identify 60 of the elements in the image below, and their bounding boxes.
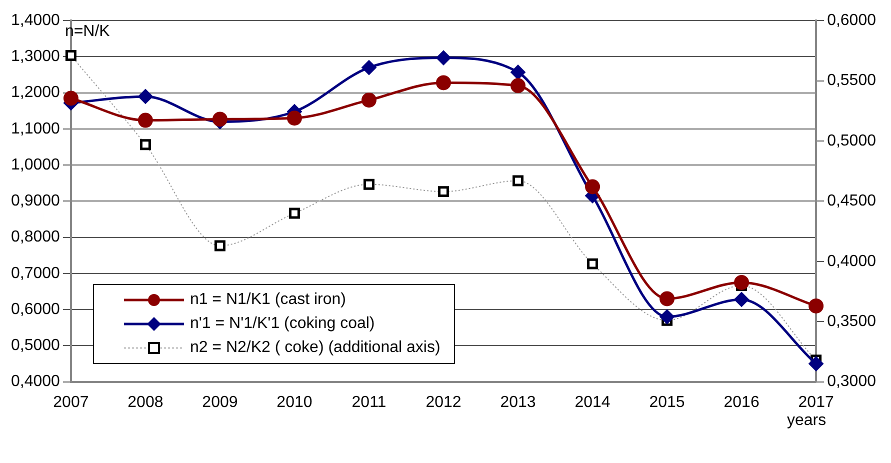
y-tick-label: 1,2000 bbox=[11, 84, 60, 102]
y-tick-label: 0,6000 bbox=[11, 300, 60, 318]
x-tick-label: 2007 bbox=[53, 394, 89, 411]
x-axis-title: years bbox=[786, 412, 826, 430]
legend-label: n2 = N2/K2 ( coke) (additional axis) bbox=[190, 338, 440, 358]
point bbox=[510, 64, 526, 80]
y-tick-label: 1,4000 bbox=[11, 12, 60, 30]
y-tick-label: 1,1000 bbox=[11, 120, 60, 138]
y2-tick-label: 0,5500 bbox=[827, 72, 876, 90]
point bbox=[212, 112, 228, 127]
y2-tick-label: 0,5000 bbox=[827, 132, 876, 150]
point bbox=[587, 258, 598, 270]
point bbox=[660, 291, 675, 306]
point bbox=[808, 298, 824, 314]
y-tick-label: 0,4000 bbox=[11, 373, 60, 390]
x-tick-label: 2010 bbox=[276, 394, 312, 411]
point bbox=[286, 110, 302, 126]
x-tick-label: 2012 bbox=[426, 394, 462, 411]
point bbox=[65, 50, 76, 62]
point bbox=[288, 208, 300, 219]
point bbox=[436, 50, 451, 66]
point bbox=[138, 112, 153, 128]
y-tick-label: 1,0000 bbox=[11, 156, 60, 174]
y2-tick-label: 0,4000 bbox=[827, 252, 876, 270]
point bbox=[510, 78, 526, 94]
x-tick-label: 2009 bbox=[202, 394, 238, 411]
point bbox=[140, 139, 151, 150]
legend-label: n'1 = N'1/K'1 (coking coal) bbox=[190, 314, 375, 334]
y2-tick-label: 0,4500 bbox=[827, 192, 876, 210]
point bbox=[808, 356, 824, 372]
point bbox=[660, 309, 675, 324]
point bbox=[438, 186, 449, 198]
point bbox=[138, 88, 153, 104]
x-tick-label: 2013 bbox=[500, 394, 536, 411]
x-tick-label: 2015 bbox=[649, 394, 685, 411]
x-tick-label: 2011 bbox=[352, 394, 386, 411]
point bbox=[436, 75, 451, 90]
point bbox=[361, 92, 376, 108]
x-tick-label: 2017 bbox=[798, 394, 834, 411]
y-tick-label: 0,8000 bbox=[11, 228, 60, 246]
x-tick-label: 2008 bbox=[128, 394, 164, 411]
point bbox=[512, 175, 524, 186]
point bbox=[734, 292, 750, 307]
point bbox=[63, 90, 78, 106]
x-tick-label: 2016 bbox=[724, 394, 760, 411]
y-tick-label: 1,3000 bbox=[11, 48, 60, 66]
legend-label: n1 = N1/K1 (cast iron) bbox=[190, 290, 346, 310]
y-axis-title: n=N/K bbox=[64, 22, 110, 41]
point bbox=[361, 60, 376, 76]
y-tick-label: 0,7000 bbox=[11, 264, 60, 282]
y-tick-label: 0,5000 bbox=[11, 337, 60, 354]
y-tick-label: 0,9000 bbox=[11, 192, 60, 210]
y2-tick-label: 0,6000 bbox=[827, 12, 876, 30]
y2-tick-label: 0,3000 bbox=[827, 373, 876, 390]
point bbox=[363, 178, 374, 190]
point bbox=[734, 274, 750, 290]
point bbox=[214, 240, 226, 252]
point bbox=[585, 179, 600, 194]
x-tick-label: 2014 bbox=[574, 394, 610, 411]
y2-tick-label: 0,3500 bbox=[827, 313, 876, 330]
